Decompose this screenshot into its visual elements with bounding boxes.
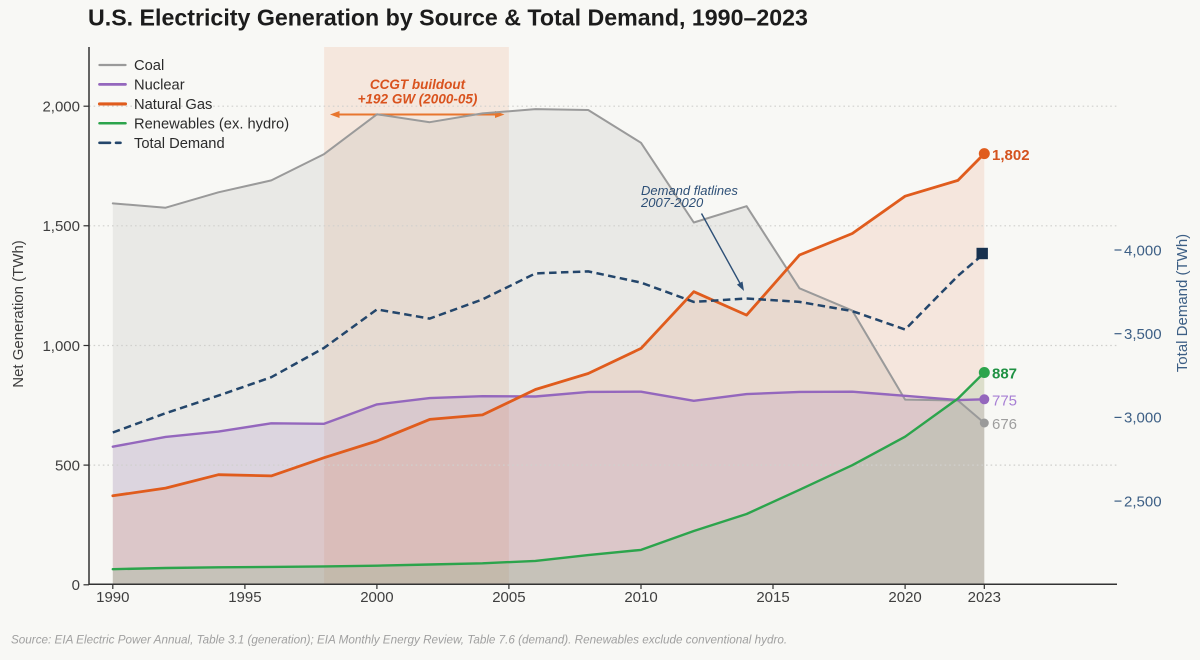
svg-text:Total Demand (TWh): Total Demand (TWh)	[1174, 234, 1191, 372]
svg-text:Natural Gas: Natural Gas	[134, 97, 212, 113]
svg-text:Net Generation (TWh): Net Generation (TWh)	[10, 240, 27, 388]
svg-text:2000: 2000	[360, 589, 393, 606]
svg-text:4,000: 4,000	[1124, 242, 1162, 259]
svg-text:2,500: 2,500	[1124, 493, 1162, 510]
svg-text:1995: 1995	[228, 589, 261, 606]
svg-text:Demand flatlines: Demand flatlines	[641, 183, 738, 198]
svg-text:2015: 2015	[756, 589, 789, 606]
svg-text:Coal: Coal	[134, 58, 164, 74]
svg-text:1,500: 1,500	[42, 218, 80, 235]
svg-text:+192 GW (2000-05): +192 GW (2000-05)	[358, 92, 478, 107]
svg-text:3,500: 3,500	[1124, 326, 1162, 343]
svg-text:775: 775	[992, 392, 1017, 409]
svg-text:Renewables (ex. hydro): Renewables (ex. hydro)	[134, 116, 289, 132]
svg-text:Source: EIA Electric Power Ann: Source: EIA Electric Power Annual, Table…	[11, 634, 787, 647]
svg-text:887: 887	[992, 366, 1017, 383]
svg-text:2005: 2005	[492, 589, 525, 606]
svg-text:500: 500	[55, 457, 80, 474]
svg-text:1990: 1990	[96, 589, 129, 606]
svg-text:2,000: 2,000	[42, 99, 80, 116]
svg-text:2007-2020: 2007-2020	[640, 195, 704, 210]
svg-text:Nuclear: Nuclear	[134, 77, 185, 93]
svg-text:2020: 2020	[888, 589, 921, 606]
svg-text:676: 676	[992, 416, 1017, 433]
svg-text:1,000: 1,000	[42, 338, 80, 355]
svg-text:0: 0	[72, 577, 80, 594]
svg-text:1,802: 1,802	[992, 147, 1030, 164]
svg-text:Total Demand: Total Demand	[134, 136, 225, 152]
svg-text:2023: 2023	[968, 589, 1001, 606]
svg-text:CCGT buildout: CCGT buildout	[370, 77, 466, 92]
svg-text:2010: 2010	[624, 589, 657, 606]
svg-text:U.S. Electricity Generation by: U.S. Electricity Generation by Source & …	[88, 5, 808, 31]
svg-text:3,000: 3,000	[1124, 410, 1162, 427]
